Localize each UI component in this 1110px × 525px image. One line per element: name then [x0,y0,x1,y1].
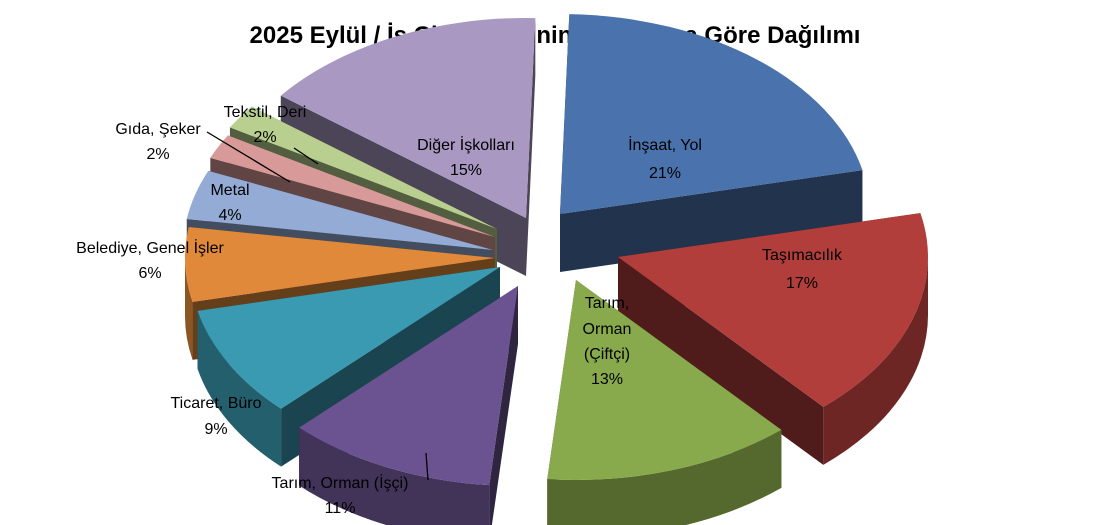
slice-7 [210,135,495,237]
slice-label-6: Metal [210,182,249,199]
slice-value-7: 2% [146,146,169,163]
slice-label-0: İnşaat, Yol [628,135,702,154]
slice-label-3: Tarım, Orman (İşçi) [272,473,409,492]
slice-label-9: Diğer İşkolları [417,135,515,154]
slice-0 [560,14,863,214]
slice-value-4: 9% [204,421,227,438]
slice-2 [547,280,782,481]
slice-value-9: 15% [450,162,482,179]
slice-value-1: 17% [786,275,818,292]
leader-line-3 [425,452,429,481]
slice-label-7: Gıda, Şeker [115,121,201,138]
slice-5 [185,226,496,302]
slice-value-0: 21% [649,165,681,182]
slice-8 [229,106,497,229]
slice-1 [618,213,928,407]
slice-value-3: 11% [325,500,356,517]
leader-line-7 [206,131,291,183]
slice-value-2: 13% [591,371,623,388]
slice-value-8: 2% [253,129,276,146]
chart-title: 2025 Eylül / İş Cinayetlerinin İşkolları… [249,22,861,49]
slice-value-6: 4% [218,207,241,224]
slice-label-5: Belediye, Genel İşler [76,238,224,257]
slice-label-4: Ticaret, Büro [171,395,262,412]
slice-6 [186,170,493,250]
slice-9 [280,18,536,219]
slice-value-5: 6% [138,265,161,282]
slice-label-2: Tarım, Orman (Çiftçi) [583,295,632,363]
slice-label-8: Tekstil, Deri [224,104,307,121]
slice-4 [197,267,500,409]
slice-label-1: Taşımacılık [762,247,843,264]
leader-line-8 [293,147,319,165]
slice-3 [299,286,518,486]
